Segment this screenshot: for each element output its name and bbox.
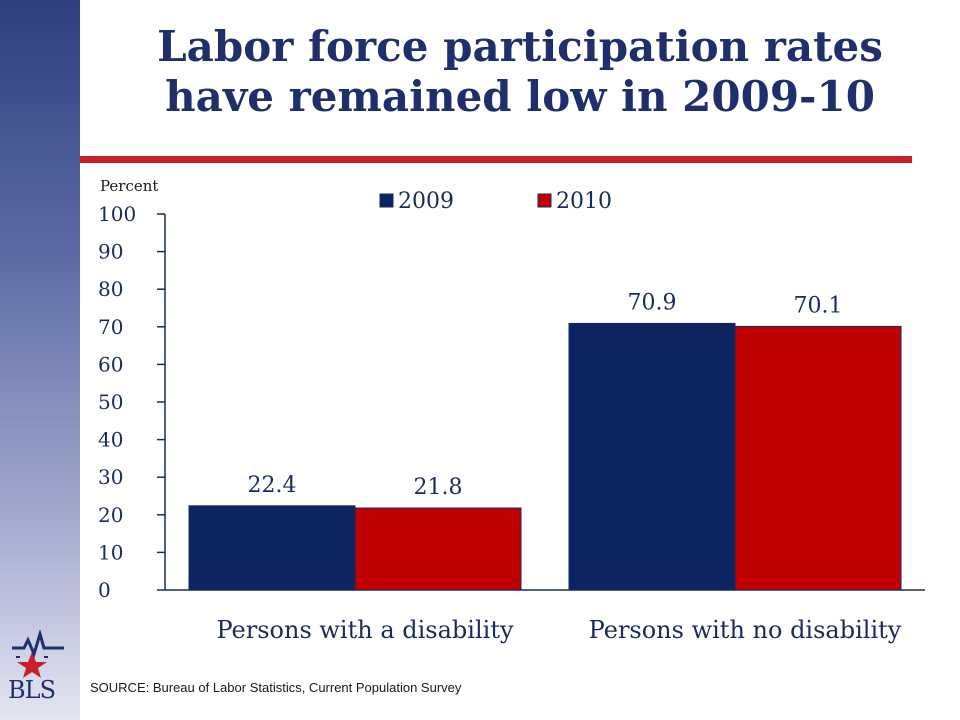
slide-title: Labor force participation rates have rem… <box>100 22 940 122</box>
bls-logo-text: BLS <box>8 676 56 704</box>
y-tick-label: 20 <box>98 503 123 527</box>
title-line-2: have remained low in 2009-10 <box>165 72 875 121</box>
y-tick-label: 60 <box>98 352 123 376</box>
x-category-label: Persons with no disability <box>589 616 902 644</box>
bar-2009-1 <box>188 505 356 591</box>
bar-2009-2 <box>568 322 736 591</box>
source-note: SOURCE: Bureau of Labor Statistics, Curr… <box>90 680 462 695</box>
bar-2010-1 <box>354 507 522 591</box>
y-tick-label: 90 <box>98 240 123 264</box>
y-tick-label: 100 <box>98 202 136 226</box>
bar-2010-2 <box>734 325 902 591</box>
data-label: 70.1 <box>794 293 843 318</box>
title-divider <box>80 156 912 163</box>
legend-swatch-2009 <box>379 193 394 208</box>
legend-swatch-2010 <box>537 193 552 208</box>
data-label: 70.9 <box>628 290 677 315</box>
y-tick-label: 0 <box>98 578 111 602</box>
y-tick-label: 70 <box>98 315 123 339</box>
bls-logo-icon <box>12 630 64 678</box>
y-tick-label: 80 <box>98 277 123 301</box>
title-line-1: Labor force participation rates <box>157 22 883 71</box>
legend-label: 2009 <box>398 189 454 214</box>
x-category-label: Persons with a disability <box>216 616 514 644</box>
y-axis-unit-label: Percent <box>100 177 159 195</box>
y-tick-label: 50 <box>98 390 123 414</box>
y-tick-label: 40 <box>98 428 123 452</box>
y-tick-label: 10 <box>98 540 123 564</box>
sidebar-gradient <box>0 0 80 720</box>
data-label: 22.4 <box>248 473 297 498</box>
data-label: 21.8 <box>414 475 463 500</box>
bar-chart: 0 10 20 30 40 50 60 70 80 90 100 22.4 21.8 Persons wi… <box>98 189 925 644</box>
y-tick-label: 30 <box>98 465 123 489</box>
legend-label: 2010 <box>556 189 612 214</box>
